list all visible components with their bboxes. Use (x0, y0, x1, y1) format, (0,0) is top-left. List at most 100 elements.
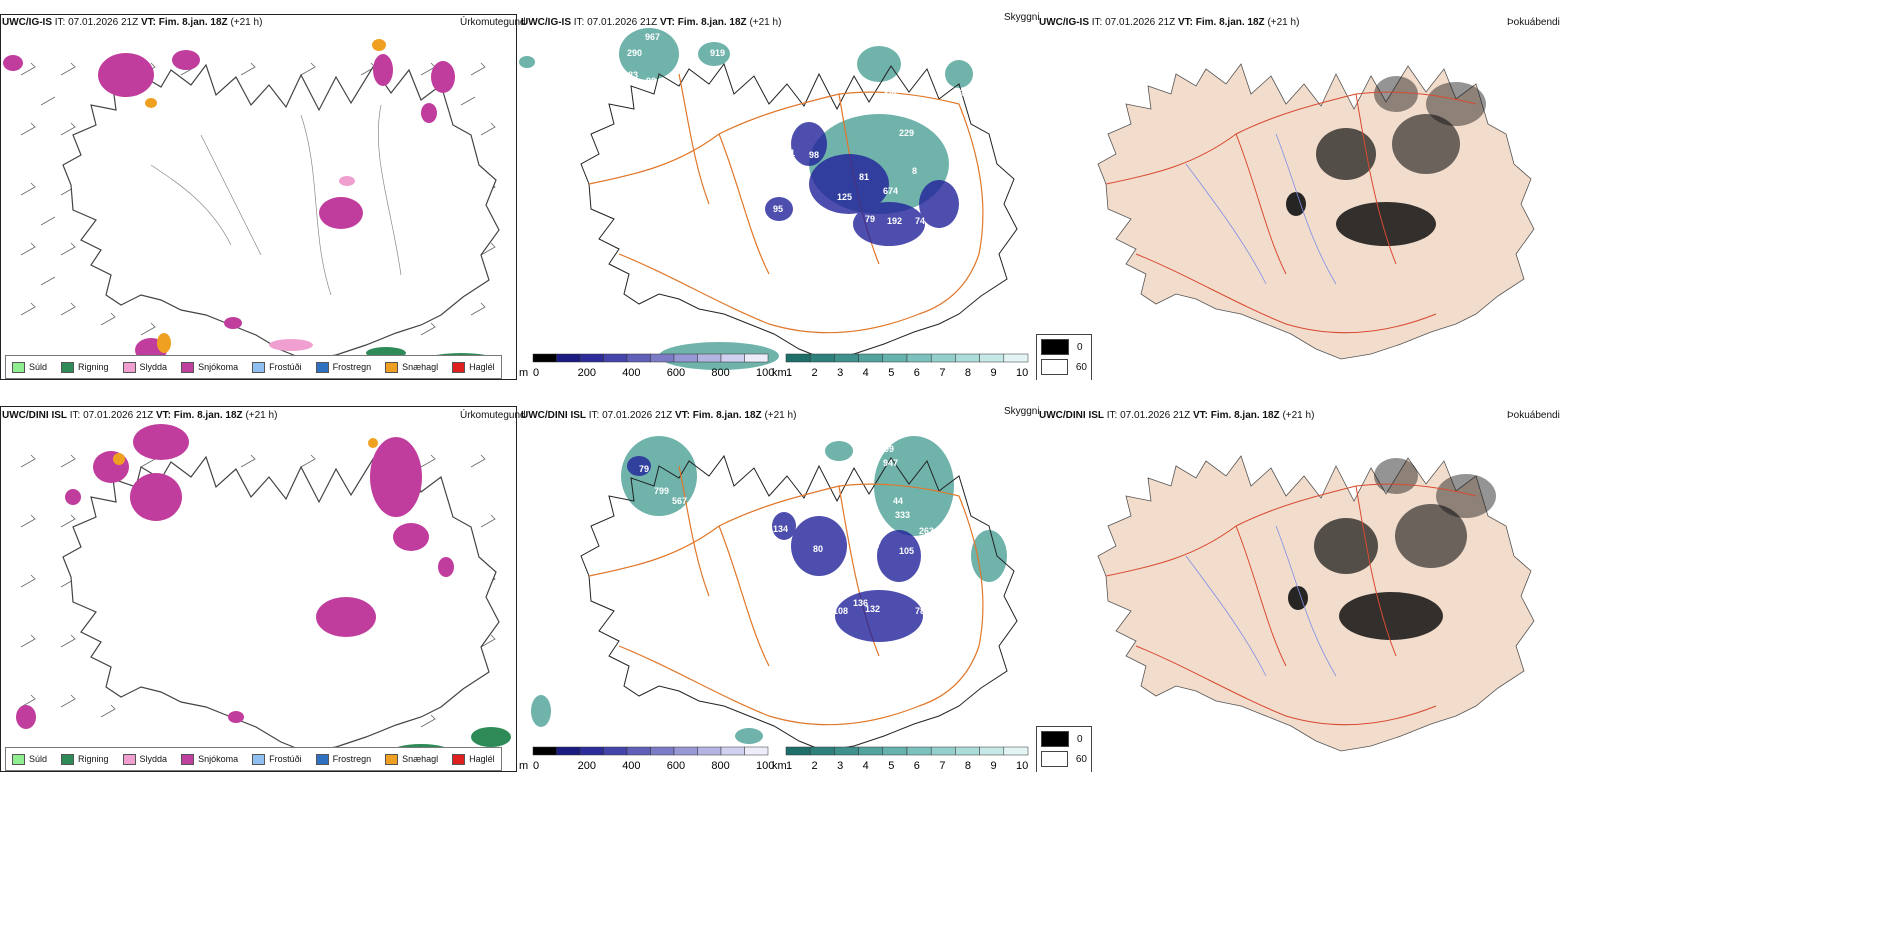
ceiling-map-svg-top: 804 967 290 919 83 98 185 44 98 229 91 9… (519, 26, 1018, 370)
ceiling-value-labels: 811 399 947 79 799 567 44 333 263 20 134… (639, 436, 951, 616)
fog-indicator-map-bottom: 0 60 (1036, 406, 1556, 772)
ceiling-label: 399 (879, 444, 894, 454)
colorbar-tick: 10 (1016, 760, 1028, 772)
colorbar-tick: 7 (939, 760, 945, 772)
legend-swatch (61, 753, 75, 765)
ceiling-colorbar-bottom: m0 200 400 600 800 1000 (519, 745, 774, 773)
colorbar-tick: 800 (711, 760, 729, 772)
precip-map-svg (3, 39, 501, 373)
legend-swatch (122, 361, 136, 373)
legend-label: Snjókoma (198, 362, 239, 372)
colorbar-tick: 1000 (756, 760, 774, 772)
ceiling-label: 290 (627, 48, 642, 58)
colorbar-segment (673, 746, 698, 756)
ceiling-label: 799 (654, 486, 669, 496)
ceiling-label: 20 (842, 581, 852, 591)
ceiling-label: 192 (887, 216, 902, 226)
ceiling-label: 229 (899, 128, 914, 138)
precip-type-map-top: Súld Rigning Slydda Snjókoma Frostúði Frostre… (0, 14, 517, 380)
ceiling-visibility-map-bottom: 811 399 947 79 799 567 44 333 263 20 134… (519, 406, 1034, 772)
title-bot-cloud: Skyggni (1004, 406, 1040, 417)
legend-label: Súld (29, 754, 48, 764)
legend-swatch (252, 361, 266, 373)
ceiling-label: 686 (807, 578, 822, 588)
ceiling-label: 136 (853, 598, 868, 608)
legend-item: Rigning (61, 361, 109, 373)
legend-item: Rigning (61, 753, 109, 765)
graupel-areas (113, 438, 378, 465)
colorbar-segment (834, 746, 859, 756)
colorbar-tick: 5 (888, 760, 894, 772)
colorbar-segment (650, 746, 675, 756)
ceiling-label: 96 (867, 276, 877, 286)
ceiling-patches (627, 456, 923, 642)
ceiling-label: 167 (866, 540, 881, 550)
ceiling-label: 74 (915, 216, 925, 226)
ceiling-label: 674 (883, 186, 898, 196)
colorbar-segment (532, 746, 557, 756)
colorbar-segment (930, 746, 956, 756)
visibility-colorbar-bottom: km 1 2 3 4 5 6 7 8 9 10 (772, 745, 1034, 773)
legend-item: Haglél (452, 753, 495, 765)
colorbar-tick: 800 (711, 367, 729, 379)
precip-legend-top: Súld Rigning Slydda Snjókoma Frostúði Frostre… (5, 355, 502, 379)
legend-label: Haglél (469, 754, 495, 764)
colorbar-segment (650, 353, 675, 363)
legend-item: Snæhagl (385, 753, 438, 765)
colorbar-tick: 1 (786, 367, 792, 379)
cloud-legend-swatch (1041, 339, 1069, 355)
header-top-cloud: UWC/IG-IS IT: 07.01.2026 21Z VT: Fim. 8.… (521, 17, 782, 28)
colorbar-tick: 10 (1016, 367, 1028, 379)
colorbar-segment (1003, 746, 1029, 756)
colorbar-segment (858, 746, 884, 756)
header-bot-fog: UWC/DINI ISL IT: 07.01.2026 21Z VT: Fim.… (1039, 410, 1315, 421)
ceiling-label: 44 (895, 106, 905, 116)
colorbar-tick: 600 (667, 760, 685, 772)
ceiling-label: 83 (628, 70, 638, 80)
ceiling-label: 919 (710, 48, 725, 58)
colorbar-segment (579, 353, 604, 363)
colorbar-segment (809, 746, 835, 756)
legend-swatch (315, 753, 329, 765)
colorbar-segment (785, 746, 811, 756)
fog-map-svg-top (1097, 63, 1535, 360)
cloud-legend-row: 0 (1041, 731, 1087, 747)
colorbar-segment (906, 746, 932, 756)
title-bot-precip: Úrkomutegund (460, 410, 526, 421)
fog-map-svg-bottom (1097, 455, 1535, 752)
colorbar-segment (626, 746, 651, 756)
legend-swatch (452, 753, 466, 765)
colorbar-tick: 3 (837, 367, 843, 379)
colorbar-segment (809, 353, 835, 363)
ceiling-label: 20 (941, 536, 951, 546)
ceiling-label: 567 (672, 496, 687, 506)
colorbar-tick: 1 (786, 760, 792, 772)
colorbar-segment (697, 746, 722, 756)
ceiling-label: 333 (895, 510, 910, 520)
colorbar-segment (720, 746, 745, 756)
cloud-legend-swatch (1041, 731, 1069, 747)
ceiling-label: 108 (833, 606, 848, 616)
colorbar-segment (556, 353, 581, 363)
colorbar-segment (697, 353, 722, 363)
colorbar-tick: 7 (939, 367, 945, 379)
ceiling-label: 81 (859, 172, 869, 182)
ceiling-label: 95 (773, 204, 783, 214)
legend-swatch (12, 361, 25, 373)
colorbar-segment (979, 353, 1005, 363)
ceiling-patches (765, 122, 959, 246)
legend-label: Haglél (469, 362, 495, 372)
fog-rivers (1185, 133, 1337, 285)
colorbar-segment (603, 746, 628, 756)
ceiling-label: 93 (833, 218, 843, 228)
ceiling-label: 134 (773, 524, 788, 534)
legend-swatch (122, 753, 136, 765)
title-top-cloud: Skyggni (1004, 12, 1040, 23)
cloud-legend-row: 60 (1041, 751, 1087, 767)
ceiling-label: 96 (745, 594, 755, 604)
colorbar-tick: 9 (990, 367, 996, 379)
ceiling-label: 80 (813, 544, 823, 554)
ceiling-label: 8 (912, 166, 917, 176)
visibility-colorbar-top: km 1 2 3 4 5 6 7 8 9 10 (772, 352, 1034, 380)
legend-label: Snjókoma (198, 754, 239, 764)
